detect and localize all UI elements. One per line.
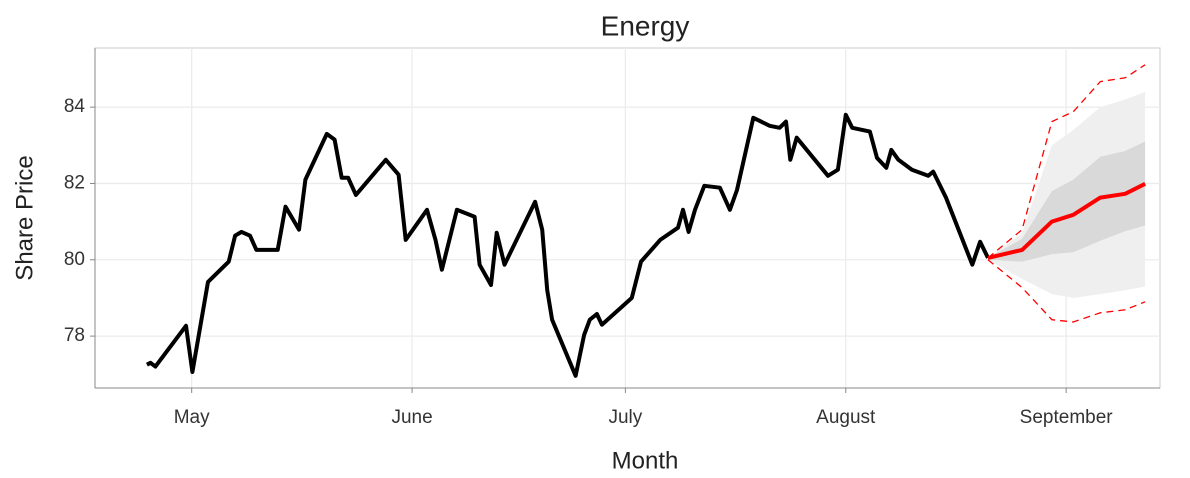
forecast-limit-line	[987, 64, 1146, 259]
plot-panel	[94, 47, 1161, 389]
x-tick-label: June	[391, 407, 432, 428]
forecast-line	[987, 182, 1146, 260]
series-line	[145, 112, 990, 378]
y-tick-label: 78	[64, 325, 85, 346]
forecast-limit-line	[987, 259, 1146, 323]
x-tick-label: August	[816, 407, 876, 428]
chart-title: Energy	[601, 10, 690, 41]
x-axis-label: Month	[612, 447, 679, 474]
y-tick-label: 80	[64, 249, 85, 270]
x-tick-label: September	[1020, 407, 1114, 428]
x-tick-label: May	[174, 407, 210, 428]
x-tick-label: July	[608, 407, 642, 428]
band-80	[988, 141, 1146, 262]
y-tick-label: 82	[64, 172, 85, 193]
y-axis-label: Share Price	[11, 155, 38, 280]
y-tick-label: 84	[64, 96, 86, 117]
